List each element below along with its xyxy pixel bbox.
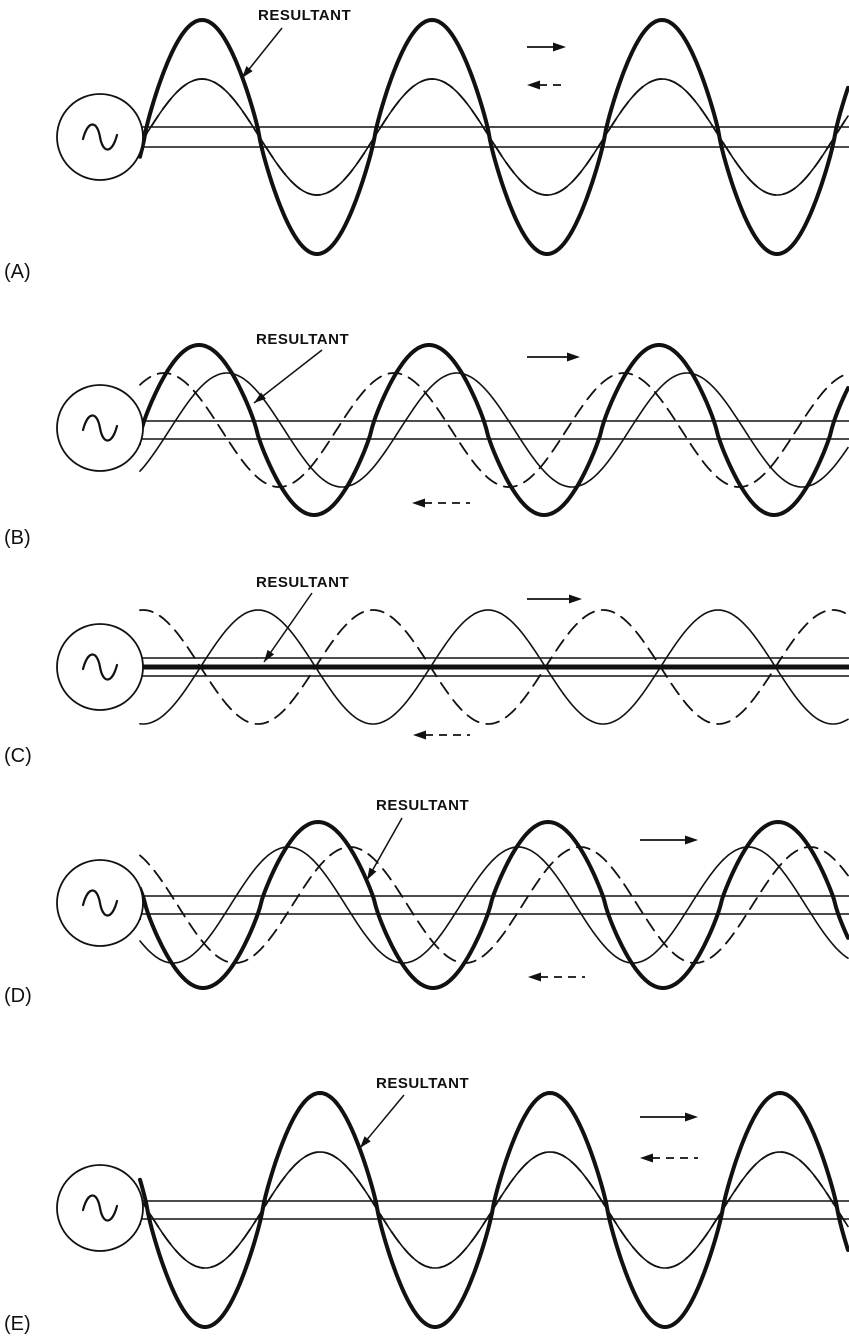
reflected-wave xyxy=(139,372,849,488)
reflected-wave xyxy=(139,78,849,196)
panel-label: (D) xyxy=(4,985,32,1007)
reflected-arrow-icon-head xyxy=(528,972,541,982)
forward-arrow-icon-head xyxy=(685,835,698,845)
panel-label: (B) xyxy=(4,527,31,549)
resultant-wave xyxy=(138,820,849,990)
resultant-label: RESULTANT xyxy=(376,797,469,814)
transmission-line xyxy=(139,415,849,445)
forward-arrow-icon-head xyxy=(569,594,582,604)
incident-wave xyxy=(139,372,849,488)
forward-arrow-icon-head xyxy=(567,352,580,362)
ac-source-icon xyxy=(56,859,144,947)
resultant-label: RESULTANT xyxy=(258,7,351,24)
resultant-wave xyxy=(138,1091,849,1329)
reflected-wave xyxy=(139,1151,849,1269)
resultant-wave xyxy=(138,343,849,517)
resultant-leader-arrow xyxy=(253,349,323,404)
resultant-label: RESULTANT xyxy=(256,331,349,348)
transmission-line xyxy=(139,121,849,153)
reflected-wave xyxy=(139,609,849,725)
resultant-wave xyxy=(138,18,849,256)
resultant-label: RESULTANT xyxy=(256,574,349,591)
forward-arrow-icon-head xyxy=(685,1112,698,1122)
panel-a: RESULTANT (A) xyxy=(4,7,849,283)
resultant-label: RESULTANT xyxy=(376,1075,469,1092)
forward-arrow-icon-head xyxy=(553,42,566,52)
ac-source-icon xyxy=(56,93,144,181)
panel-label: (A) xyxy=(4,261,31,283)
panel-c: RESULTANT (C) xyxy=(4,574,849,767)
incident-wave xyxy=(139,609,849,725)
reflected-arrow-icon-head xyxy=(412,498,425,508)
reflected-arrow-icon-head xyxy=(640,1153,653,1163)
panel-label: (E) xyxy=(4,1313,31,1335)
resultant-leader-arrow xyxy=(359,1094,405,1149)
panel-label: (C) xyxy=(4,745,32,767)
incident-wave xyxy=(139,78,849,196)
panel-d: RESULTANT (D) xyxy=(4,797,849,1007)
resultant-leader-arrow xyxy=(263,592,313,663)
panel-e: RESULTANT (E) xyxy=(4,1075,849,1335)
ac-source-icon xyxy=(56,623,144,711)
reflected-arrow-icon-head xyxy=(413,730,426,740)
incident-wave xyxy=(139,846,849,964)
reflected-arrow-icon-head xyxy=(527,80,540,90)
ac-source-icon xyxy=(56,384,144,472)
panel-b: RESULTANT (B) xyxy=(4,331,849,549)
reflected-wave xyxy=(139,846,849,964)
resultant-leader-arrow xyxy=(241,27,283,79)
ac-source-icon xyxy=(56,1164,144,1252)
resultant-leader-arrow xyxy=(366,817,403,881)
